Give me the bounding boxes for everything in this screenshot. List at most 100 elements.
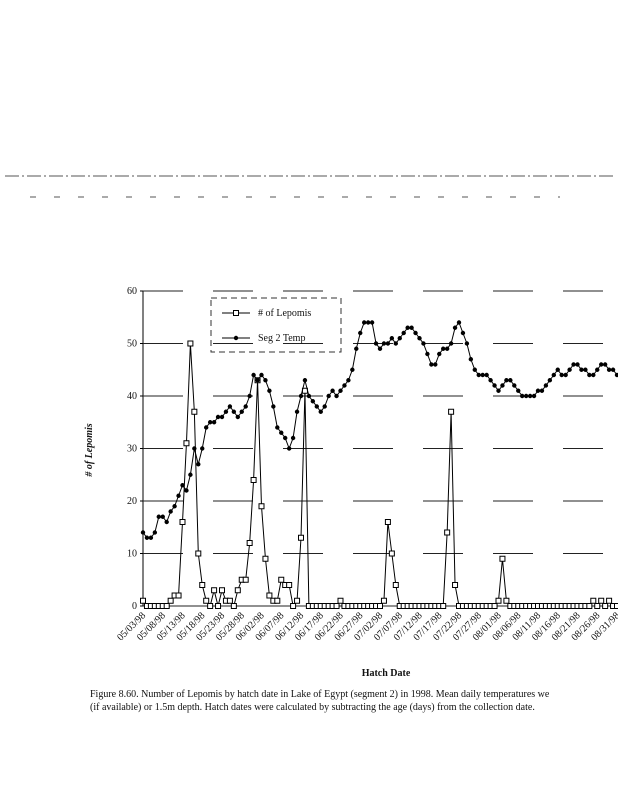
point [587, 604, 592, 609]
point [263, 556, 268, 561]
point [200, 583, 205, 588]
point [334, 394, 338, 398]
point [413, 331, 417, 335]
point [615, 604, 618, 609]
point [184, 441, 189, 446]
point [188, 341, 193, 346]
point [228, 404, 232, 408]
point [267, 593, 272, 598]
point [196, 462, 200, 466]
point [204, 425, 208, 429]
point [338, 389, 342, 393]
point [283, 436, 287, 440]
legend-label: # of Lepomis [258, 308, 311, 319]
y-tick-label: 30 [127, 444, 137, 455]
point [231, 604, 236, 609]
point [235, 588, 240, 593]
point [496, 389, 500, 393]
point [481, 373, 485, 377]
scan-noise [5, 176, 615, 197]
point [409, 326, 413, 330]
point [275, 598, 280, 603]
point [212, 588, 217, 593]
point [247, 394, 251, 398]
point [512, 383, 516, 387]
point [216, 415, 220, 419]
point [346, 378, 350, 382]
point [603, 604, 608, 609]
point [449, 409, 454, 414]
point [220, 415, 224, 419]
point [469, 357, 473, 361]
point [394, 341, 398, 345]
point [354, 347, 358, 351]
point [145, 536, 149, 540]
point [176, 593, 181, 598]
point [567, 368, 571, 372]
point [595, 604, 600, 609]
point [473, 368, 477, 372]
legend-marker [234, 336, 238, 340]
point [141, 530, 145, 534]
point [500, 383, 504, 387]
point [236, 415, 240, 419]
point [299, 535, 304, 540]
point [192, 446, 196, 450]
point [425, 352, 429, 356]
point [393, 583, 398, 588]
point [362, 320, 366, 324]
point [591, 598, 596, 603]
point [149, 536, 153, 540]
point [504, 598, 509, 603]
point [445, 530, 450, 535]
point [157, 515, 161, 519]
point [441, 604, 446, 609]
point [587, 373, 591, 377]
point [560, 373, 564, 377]
point [457, 320, 461, 324]
point [504, 378, 508, 382]
point [556, 368, 560, 372]
point [477, 373, 481, 377]
y-tick-label: 20 [127, 496, 137, 507]
point [492, 383, 496, 387]
legend-marker [234, 311, 239, 316]
point [334, 604, 339, 609]
point [315, 404, 319, 408]
point [251, 478, 256, 483]
point [544, 383, 548, 387]
point [540, 389, 544, 393]
point [500, 556, 505, 561]
point [508, 378, 512, 382]
point [323, 404, 327, 408]
point [208, 420, 212, 424]
point [287, 446, 291, 450]
point [212, 420, 216, 424]
point [386, 341, 390, 345]
caption-line: Figure 8.60. Number of Lepomis by hatch … [90, 689, 550, 700]
point [176, 494, 180, 498]
y-tick-label: 50 [127, 339, 137, 350]
point [370, 320, 374, 324]
point [255, 378, 259, 382]
legend-label: Seg 2 Temp [258, 333, 305, 344]
point [595, 368, 599, 372]
point [153, 530, 157, 534]
point [611, 368, 615, 372]
point [184, 488, 188, 492]
point [382, 341, 386, 345]
point [263, 378, 267, 382]
point [200, 446, 204, 450]
point [402, 331, 406, 335]
x-axis-title: Hatch Date [362, 668, 411, 679]
point [484, 373, 488, 377]
y-tick-label: 0 [132, 601, 137, 612]
point [429, 362, 433, 366]
point [488, 378, 492, 382]
point [496, 598, 501, 603]
point [552, 373, 556, 377]
point [307, 394, 311, 398]
point [275, 425, 279, 429]
point [161, 515, 165, 519]
